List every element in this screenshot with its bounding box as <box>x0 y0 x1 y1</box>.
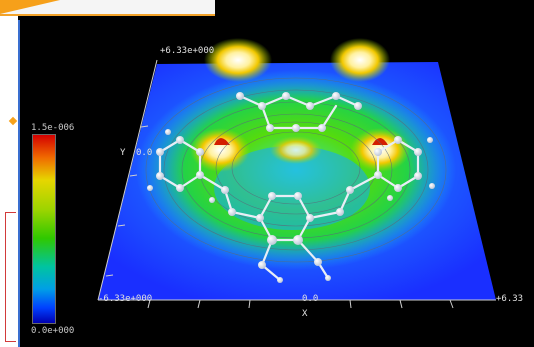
colorbar-max-label: 1.5e-006 <box>31 123 75 133</box>
axis-bottom-right-label: +6.33 <box>496 294 524 304</box>
inner-hole <box>214 146 370 230</box>
x-axis-label: X <box>302 309 308 319</box>
colorbar-gradient <box>32 134 56 324</box>
molecule-atoms <box>147 92 435 283</box>
viewer-divider <box>18 20 20 347</box>
left-side-panel <box>0 0 18 347</box>
red-peak-left <box>214 138 230 145</box>
colorbar-min-label: 0.0e+000 <box>31 326 75 336</box>
y-center-label: 0.0 <box>136 148 153 158</box>
y-axis-label: Y <box>120 148 126 158</box>
highlight-frame <box>5 212 16 342</box>
axes-frame <box>97 59 496 309</box>
hotspot-top-right <box>330 38 390 82</box>
axis-bottom-left-label: -6.33e+000 <box>98 294 153 304</box>
hotspot-center <box>270 136 322 164</box>
top-header-strip <box>0 0 215 16</box>
red-peak-right <box>372 138 388 145</box>
axis-top-left-label: +6.33e+000 <box>160 46 215 56</box>
orange-wedge-icon <box>0 0 60 14</box>
hotspot-top-left <box>204 38 272 82</box>
hotspot-mid-left <box>190 128 250 172</box>
axis-bottom-center-label: 0.0 <box>302 294 319 304</box>
